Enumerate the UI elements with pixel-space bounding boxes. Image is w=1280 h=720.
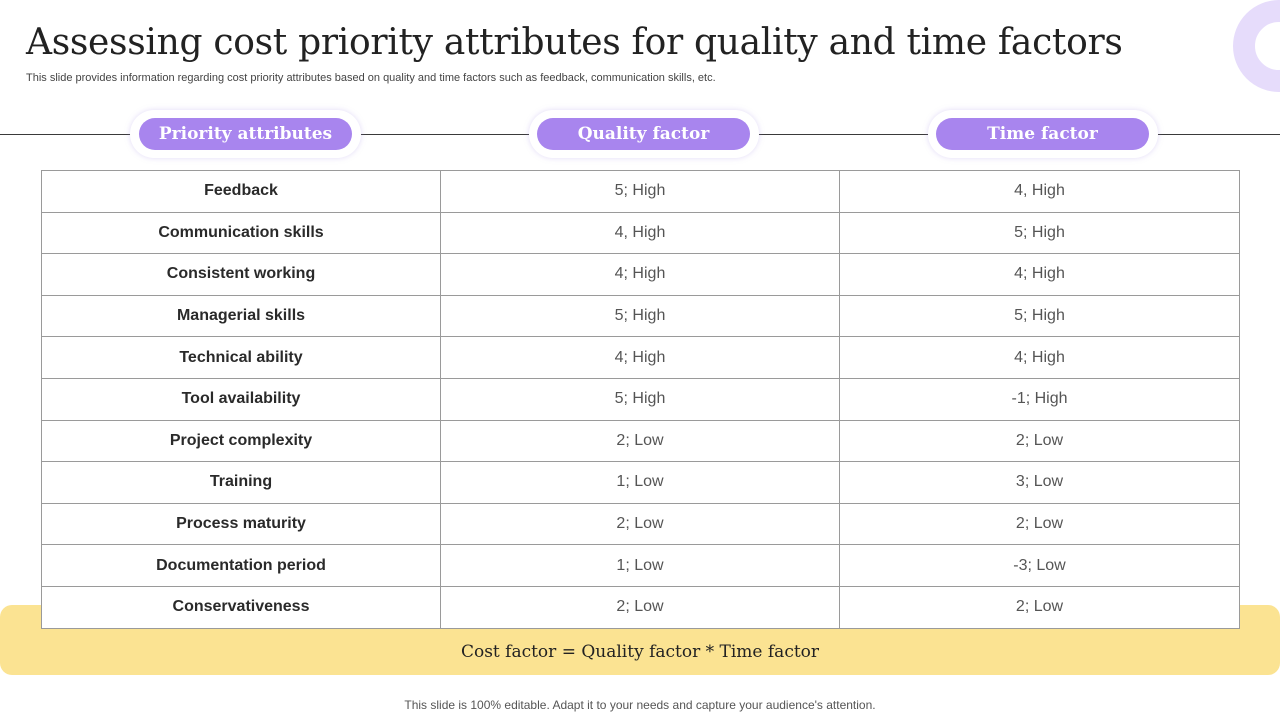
- attribute-cell: Tool availability: [41, 377, 441, 421]
- table-row: Tool availability 5; High -1; High: [41, 377, 1240, 421]
- time-cell: 2; Low: [839, 419, 1240, 463]
- attribute-cell: Managerial skills: [41, 294, 441, 338]
- time-cell: 4, High: [839, 170, 1240, 213]
- header-quality-factor: Quality factor: [537, 118, 750, 150]
- attribute-cell: Training: [41, 461, 441, 504]
- slide-subtitle: This slide provides information regardin…: [26, 72, 716, 84]
- time-cell: 2; Low: [839, 585, 1240, 629]
- table-row: Documentation period 1; Low -3; Low: [41, 544, 1240, 587]
- quality-cell: 2; Low: [440, 502, 840, 546]
- table-row: Managerial skills 5; High 5; High: [41, 294, 1240, 338]
- table-row: Consistent working 4; High 4; High: [41, 253, 1240, 296]
- quality-cell: 5; High: [440, 377, 840, 421]
- table-row: Project complexity 2; Low 2; Low: [41, 419, 1240, 463]
- attribute-cell: Process maturity: [41, 502, 441, 546]
- time-cell: 2; Low: [839, 502, 1240, 546]
- cost-factor-formula: Cost factor = Quality factor * Time fact…: [460, 642, 820, 662]
- table-row: Communication skills 4, High 5; High: [41, 211, 1240, 255]
- table-row: Training 1; Low 3; Low: [41, 461, 1240, 504]
- attribute-cell: Communication skills: [41, 211, 441, 255]
- quality-cell: 4, High: [440, 211, 840, 255]
- table-row: Technical ability 4; High 4; High: [41, 336, 1240, 379]
- table-row: Process maturity 2; Low 2; Low: [41, 502, 1240, 546]
- time-cell: 5; High: [839, 294, 1240, 338]
- header-priority-attributes: Priority attributes: [139, 118, 352, 150]
- decorative-ring: [1233, 0, 1280, 92]
- attribute-cell: Conservativeness: [41, 585, 441, 629]
- quality-cell: 1; Low: [440, 461, 840, 504]
- table-row: Feedback 5; High 4, High: [41, 170, 1240, 213]
- table-row: Conservativeness 2; Low 2; Low: [41, 585, 1240, 629]
- attribute-cell: Consistent working: [41, 253, 441, 296]
- quality-cell: 4; High: [440, 336, 840, 379]
- time-cell: -1; High: [839, 377, 1240, 421]
- quality-cell: 2; Low: [440, 419, 840, 463]
- quality-cell: 5; High: [440, 170, 840, 213]
- quality-cell: 4; High: [440, 253, 840, 296]
- attributes-table: Feedback 5; High 4, High Communication s…: [41, 170, 1240, 629]
- header-time-factor: Time factor: [936, 118, 1149, 150]
- attribute-cell: Technical ability: [41, 336, 441, 379]
- quality-cell: 5; High: [440, 294, 840, 338]
- time-cell: 4; High: [839, 253, 1240, 296]
- time-cell: 5; High: [839, 211, 1240, 255]
- attribute-cell: Documentation period: [41, 544, 441, 587]
- slide-title: Assessing cost priority attributes for q…: [26, 22, 1123, 63]
- attribute-cell: Feedback: [41, 170, 441, 213]
- quality-cell: 2; Low: [440, 585, 840, 629]
- footer-note: This slide is 100% editable. Adapt it to…: [404, 698, 876, 712]
- quality-cell: 1; Low: [440, 544, 840, 587]
- time-cell: 3; Low: [839, 461, 1240, 504]
- time-cell: 4; High: [839, 336, 1240, 379]
- attribute-cell: Project complexity: [41, 419, 441, 463]
- time-cell: -3; Low: [839, 544, 1240, 587]
